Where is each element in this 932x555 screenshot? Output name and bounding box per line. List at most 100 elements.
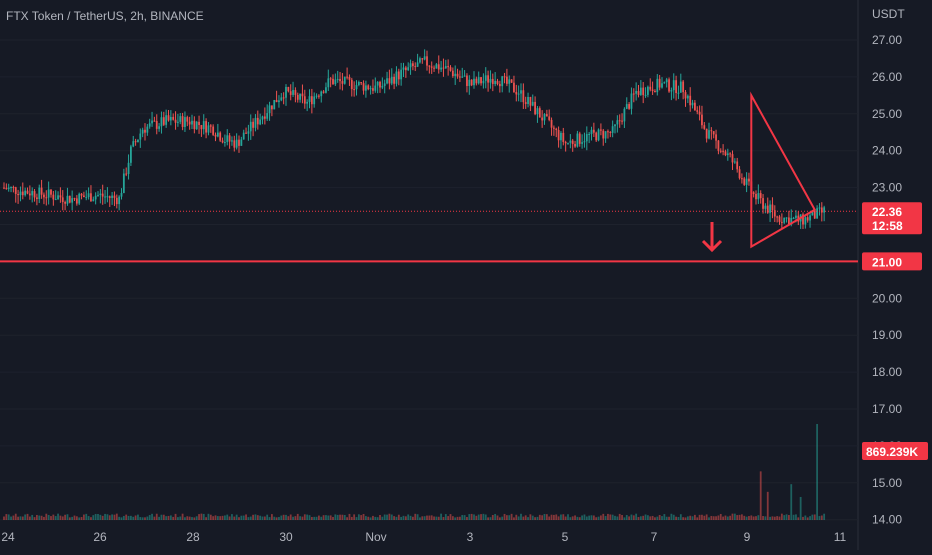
volume-bar	[80, 517, 83, 520]
candle-body	[454, 73, 457, 77]
candle-body	[484, 75, 487, 81]
candle-body	[604, 131, 607, 139]
volume-bar	[245, 514, 247, 520]
candle-body	[675, 80, 677, 93]
volume-bar	[616, 516, 619, 520]
volume-bar	[560, 514, 562, 520]
volume-bar	[437, 516, 440, 520]
candle-body	[818, 207, 821, 209]
currency-label: USDT	[872, 7, 905, 21]
candle-body	[71, 198, 74, 203]
volume-bar	[771, 516, 774, 520]
time-axis[interactable]: 24 26 28 30 Nov 3 5 7 9 11	[1, 530, 846, 544]
candle-body	[68, 195, 71, 203]
volume-bar	[235, 514, 238, 520]
volume-bar	[38, 515, 41, 520]
volume-bar	[231, 514, 233, 520]
candle-body	[5, 188, 8, 190]
volume-bar	[602, 513, 605, 520]
volume-bar	[233, 516, 236, 520]
volume-bar	[379, 514, 381, 520]
candle-body	[790, 217, 793, 225]
volume-bar	[395, 516, 398, 520]
volume-bar	[151, 513, 153, 520]
candle-body	[442, 67, 445, 69]
candle-body	[226, 135, 229, 143]
candle-body	[694, 102, 696, 111]
volume-bar	[623, 517, 626, 520]
volume-bar	[823, 513, 826, 520]
volume-bar	[811, 514, 814, 520]
volume-bar	[296, 513, 299, 520]
candle-body	[482, 80, 485, 84]
volume-bar	[562, 514, 565, 520]
candle-body	[320, 91, 323, 97]
volume-bar	[491, 515, 494, 520]
triangle-pattern	[750, 91, 817, 249]
volume-bar	[510, 513, 513, 520]
volume-bar	[346, 517, 348, 520]
candle-body	[703, 125, 706, 129]
volume-bar	[357, 514, 360, 520]
volume-bar	[402, 515, 405, 520]
volume-bar	[294, 516, 297, 520]
volume-bar	[376, 517, 379, 520]
candle-body	[762, 198, 764, 209]
candle-body	[209, 125, 212, 127]
volume-bar	[278, 516, 280, 520]
volume-bar	[738, 514, 741, 520]
candle-body	[404, 67, 407, 71]
candle-body	[73, 198, 76, 200]
candle-body	[14, 187, 17, 194]
volume-bar	[722, 516, 724, 520]
volume-bar	[181, 513, 184, 520]
price-axis[interactable]: 27.0026.0025.0024.0023.0022.0020.0019.00…	[862, 7, 928, 527]
candle-body	[437, 64, 440, 70]
volume-bar	[71, 516, 74, 520]
volume-bar	[146, 516, 149, 520]
candle-body	[607, 131, 609, 133]
candle-body	[654, 90, 656, 93]
volume-bar	[303, 514, 306, 520]
candle-body	[111, 195, 113, 198]
volume-bar	[654, 517, 656, 520]
candle-body	[280, 97, 283, 101]
x-tick-label: 11	[834, 530, 847, 544]
volume-bar	[487, 517, 489, 520]
candle-body	[379, 81, 381, 88]
x-tick-label: 26	[93, 530, 107, 544]
candle-body	[802, 214, 804, 225]
volume-bar	[647, 515, 649, 520]
candle-body	[600, 129, 602, 131]
candle-body	[548, 116, 551, 120]
volume-bar	[158, 516, 160, 520]
volume-bar	[172, 516, 175, 520]
volume-bar	[513, 517, 515, 520]
candle-body	[200, 125, 203, 130]
volume-bar	[459, 516, 461, 520]
candle-body	[536, 108, 539, 115]
volume-bar	[224, 515, 226, 520]
volume-bar	[677, 517, 680, 520]
volume-bar	[644, 514, 647, 520]
candle-body	[701, 114, 703, 126]
candle-body	[524, 102, 527, 104]
last-price-badge	[862, 202, 922, 235]
candle-body	[188, 121, 191, 125]
candle-body	[416, 62, 419, 67]
candle-body	[412, 63, 414, 67]
candle-body	[785, 217, 788, 219]
candle-body	[421, 58, 424, 60]
volume-bar	[651, 515, 654, 520]
x-tick-label: 7	[651, 530, 658, 544]
candle-body	[538, 108, 541, 118]
volume-bar	[679, 514, 682, 520]
candle-body	[162, 117, 165, 125]
candle-body	[233, 140, 236, 148]
candle-body	[715, 134, 717, 141]
volume-bar	[630, 514, 633, 520]
volume-bar	[527, 517, 529, 520]
